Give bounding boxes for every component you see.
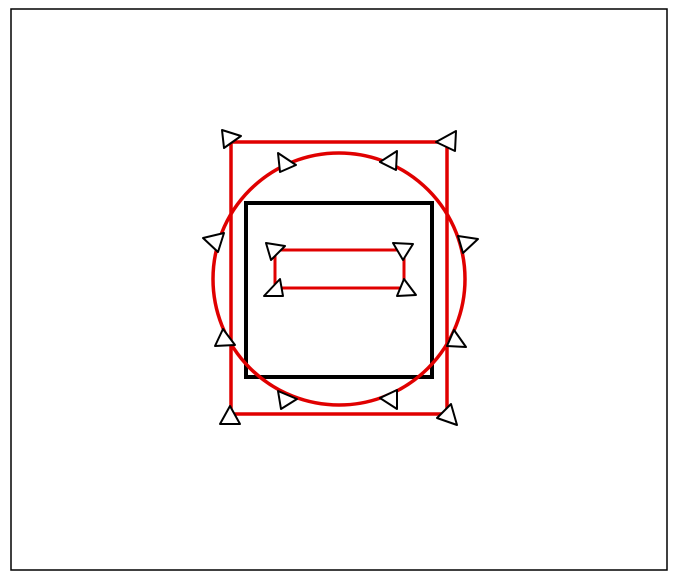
triangle-marker-icon xyxy=(202,232,225,253)
triangle-marker-icon xyxy=(277,390,298,410)
inner-red-rectangle xyxy=(273,248,406,290)
shapes-group xyxy=(211,140,467,416)
triangle-marker-icon xyxy=(265,242,286,261)
triangle-marker-icon xyxy=(277,152,297,173)
triangle-marker-icon xyxy=(436,403,458,426)
triangle-marker-icon xyxy=(457,235,479,254)
triangle-marker-icon xyxy=(435,130,457,152)
triangle-marker-icon xyxy=(396,278,417,297)
triangle-marker-icon xyxy=(379,389,398,410)
black-square xyxy=(244,201,434,379)
red-circle xyxy=(211,151,467,407)
markers-group xyxy=(202,129,479,426)
triangle-marker-icon xyxy=(221,129,242,149)
triangle-marker-icon xyxy=(392,242,414,261)
frame-border xyxy=(10,8,668,571)
triangle-marker-icon xyxy=(379,150,398,171)
outer-red-rectangle xyxy=(229,140,449,416)
triangle-marker-icon xyxy=(263,278,284,297)
triangle-marker-icon xyxy=(446,329,467,348)
triangle-marker-icon xyxy=(214,328,236,347)
triangle-marker-icon xyxy=(219,405,241,425)
